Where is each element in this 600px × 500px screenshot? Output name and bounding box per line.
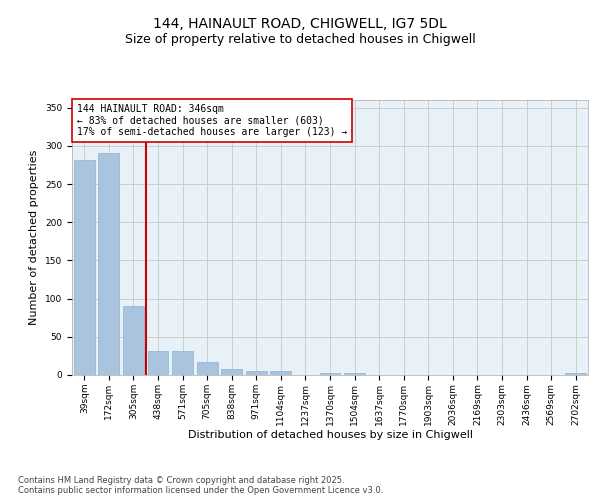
Bar <box>123 306 144 375</box>
Bar <box>98 152 119 375</box>
Y-axis label: Number of detached properties: Number of detached properties <box>29 150 40 325</box>
Bar <box>172 350 193 375</box>
Text: 144, HAINAULT ROAD, CHIGWELL, IG7 5DL: 144, HAINAULT ROAD, CHIGWELL, IG7 5DL <box>153 18 447 32</box>
Bar <box>246 371 267 375</box>
X-axis label: Distribution of detached houses by size in Chigwell: Distribution of detached houses by size … <box>187 430 473 440</box>
Bar <box>148 350 169 375</box>
Bar <box>344 374 365 375</box>
Text: Size of property relative to detached houses in Chigwell: Size of property relative to detached ho… <box>125 32 475 46</box>
Bar <box>74 160 95 375</box>
Text: 144 HAINAULT ROAD: 346sqm
← 83% of detached houses are smaller (603)
17% of semi: 144 HAINAULT ROAD: 346sqm ← 83% of detac… <box>77 104 347 138</box>
Text: Contains HM Land Registry data © Crown copyright and database right 2025.
Contai: Contains HM Land Registry data © Crown c… <box>18 476 383 495</box>
Bar <box>565 374 586 375</box>
Bar <box>221 369 242 375</box>
Bar <box>197 362 218 375</box>
Bar <box>320 374 340 375</box>
Bar <box>271 371 292 375</box>
